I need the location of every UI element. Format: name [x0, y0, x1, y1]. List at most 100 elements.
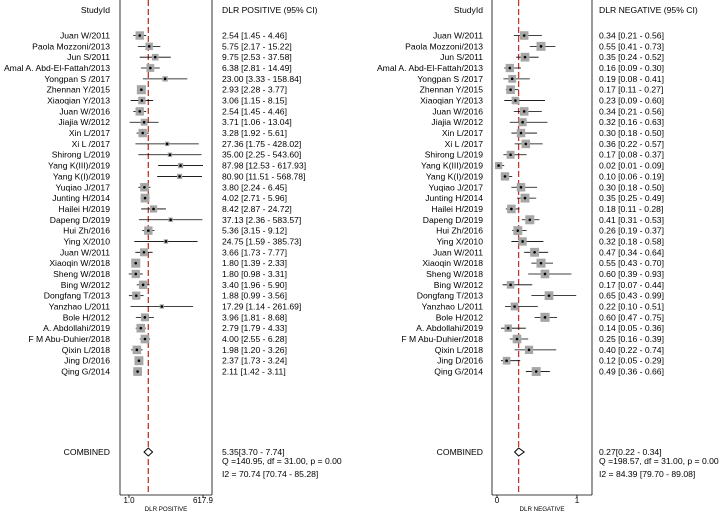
pos-study-estimate: 3.96 [1.81 - 8.68]	[222, 312, 287, 322]
pos-study-estimate: 1.80 [1.39 - 2.33]	[222, 258, 287, 268]
pos-study-estimate: 80.90 [11.51 - 568.78]	[222, 171, 305, 181]
pos-study-estimate: 5.36 [3.15 - 9.12]	[222, 226, 287, 236]
neg-point-estimate	[527, 348, 531, 352]
pos-study-estimate: 6.38 [2.81 - 14.49]	[222, 63, 292, 73]
pos-point-estimate	[179, 164, 182, 167]
neg-header-estimate: DLR NEGATIVE (95% CI)	[599, 5, 698, 15]
pos-study-label: Jing D/2016	[64, 356, 110, 366]
neg-combined-label: COMBINED	[437, 447, 483, 457]
neg-point-estimate	[514, 99, 517, 102]
neg-point-estimate	[497, 164, 500, 167]
pos-study-label: Hailei H/2019	[58, 204, 110, 214]
pos-point-estimate	[140, 99, 144, 102]
neg-point-estimate	[521, 120, 524, 124]
neg-study-estimate: 0.16 [0.09 - 0.30]	[599, 63, 664, 73]
pos-study-estimate: 3.28 [1.92 - 5.61]	[222, 128, 287, 138]
neg-study-label: Xi L /2017	[445, 139, 484, 149]
pos-point-estimate	[139, 326, 143, 330]
pos-combined-diamond	[143, 447, 154, 457]
pos-study-label: Juan W/2011	[60, 31, 110, 41]
pos-study-label: Shirong L/2019	[52, 150, 111, 160]
neg-study-estimate: 0.30 [0.18 - 0.50]	[599, 182, 664, 192]
neg-point-estimate	[506, 326, 510, 330]
pos-study-label: F M Abu-Duhier/2018	[28, 334, 110, 344]
pos-study-estimate: 3.80 [2.24 - 6.45]	[222, 182, 287, 192]
pos-point-estimate	[137, 359, 141, 363]
pos-study-estimate: 17.29 [1.14 - 261.69]	[222, 302, 301, 312]
neg-header-study: StudyId	[454, 5, 483, 15]
pos-study-label: Xi L /2017	[72, 139, 111, 149]
pos-study-label: Paola Mozzoni/2013	[32, 41, 110, 51]
pos-point-estimate	[138, 34, 142, 37]
neg-study-estimate: 0.19 [0.08 - 0.41]	[599, 74, 664, 84]
pos-point-estimate	[142, 251, 146, 254]
pos-study-label: Qixin L/2018	[62, 345, 110, 355]
pos-study-label: Xiaoqin W/2018	[49, 258, 110, 268]
pos-point-estimate	[149, 66, 152, 70]
neg-study-label: Sheng W/2018	[426, 269, 483, 279]
neg-study-label: Xin L/2017	[442, 128, 483, 138]
neg-point-estimate	[539, 261, 543, 265]
neg-point-estimate	[503, 175, 507, 178]
pos-study-estimate: 1.98 [1.20 - 3.26]	[222, 345, 287, 355]
neg-study-label: Paola Mozzoni/2013	[405, 41, 483, 51]
pos-point-estimate	[165, 142, 169, 146]
pos-point-estimate	[134, 261, 138, 265]
pos-study-estimate: 1.88 [0.99 - 3.56]	[222, 291, 287, 301]
neg-study-estimate: 0.47 [0.34 - 0.64]	[599, 247, 664, 257]
neg-study-estimate: 0.17 [0.11 - 0.27]	[599, 85, 663, 95]
neg-study-estimate: 0.12 [0.05 - 0.29]	[599, 356, 664, 366]
pos-study-label: Bole H/2012	[63, 312, 111, 322]
neg-point-estimate	[509, 283, 512, 287]
pos-x-axis-title: DLR POSITIVE	[145, 506, 188, 513]
pos-study-estimate: 9.75 [2.53 - 37.58]	[222, 52, 292, 62]
neg-study-estimate: 0.49 [0.36 - 0.66]	[599, 367, 664, 377]
neg-point-estimate	[533, 251, 536, 254]
pos-header-study: StudyId	[81, 5, 110, 15]
neg-x-tick-label: 0	[495, 496, 500, 505]
pos-study-label: Hui Zh/2016	[63, 226, 110, 236]
neg-study-estimate: 0.55 [0.41 - 0.73]	[599, 41, 664, 51]
neg-point-estimate	[522, 34, 526, 37]
pos-point-estimate	[135, 348, 139, 352]
pos-point-estimate	[143, 196, 147, 200]
pos-point-estimate	[152, 207, 155, 211]
neg-point-estimate	[516, 229, 520, 232]
pos-study-estimate: 35.00 [2.25 - 543.60]	[222, 150, 301, 160]
neg-study-estimate: 0.35 [0.24 - 0.52]	[599, 52, 664, 62]
pos-study-estimate: 3.71 [1.06 - 13.04]	[222, 117, 292, 127]
neg-point-estimate	[543, 272, 547, 276]
pos-study-estimate: 2.54 [1.45 - 4.46]	[222, 31, 287, 41]
pos-study-estimate: 4.02 [2.71 - 5.96]	[222, 193, 287, 203]
pos-study-label: Dapeng D/2019	[50, 215, 110, 225]
pos-study-estimate: 4.00 [2.55 - 6.28]	[222, 334, 287, 344]
pos-heterogeneity-stat: Q =140.95, df = 31.00, p = 0.00	[222, 456, 342, 466]
neg-study-estimate: 0.17 [0.08 - 0.37]	[599, 150, 664, 160]
pos-point-estimate	[142, 120, 146, 124]
pos-study-label: Yang K(III)/2019	[48, 161, 110, 171]
pos-study-estimate: 27.36 [1.75 - 428.02]	[222, 139, 301, 149]
neg-study-label: Hui Zh/2016	[436, 226, 483, 236]
neg-point-estimate	[523, 196, 527, 200]
pos-study-estimate: 3.40 [1.96 - 5.90]	[222, 280, 287, 290]
neg-study-estimate: 0.34 [0.21 - 0.56]	[599, 106, 664, 116]
neg-study-label: Yanzhao L/2011	[422, 302, 484, 312]
neg-study-label: Amal A. Abd-El-Fattah/2013	[377, 63, 483, 73]
neg-point-estimate	[534, 370, 538, 373]
pos-study-label: Amal A. Abd-El-Fattah/2013	[4, 63, 110, 73]
pos-point-estimate	[163, 77, 167, 81]
neg-study-estimate: 0.25 [0.16 - 0.39]	[599, 334, 664, 344]
neg-point-estimate	[509, 88, 512, 91]
neg-point-estimate	[515, 337, 519, 341]
pos-study-label: Yuqiao J/2017	[56, 182, 111, 192]
pos-point-estimate	[147, 229, 150, 232]
neg-study-label: Yuqiao J/2017	[429, 182, 484, 192]
neg-study-label: Juan W/2016	[432, 106, 483, 116]
neg-study-estimate: 0.32 [0.18 - 0.58]	[599, 236, 664, 246]
neg-study-estimate: 0.30 [0.18 - 0.50]	[599, 128, 664, 138]
neg-heterogeneity-stat: Q =198.57, df = 31.00, p = 0.00	[599, 456, 719, 466]
pos-study-estimate: 2.79 [1.79 - 4.33]	[222, 323, 287, 333]
pos-point-estimate	[164, 240, 168, 243]
pos-study-label: Zhennan Y/2015	[47, 85, 111, 95]
pos-point-estimate	[143, 316, 147, 319]
